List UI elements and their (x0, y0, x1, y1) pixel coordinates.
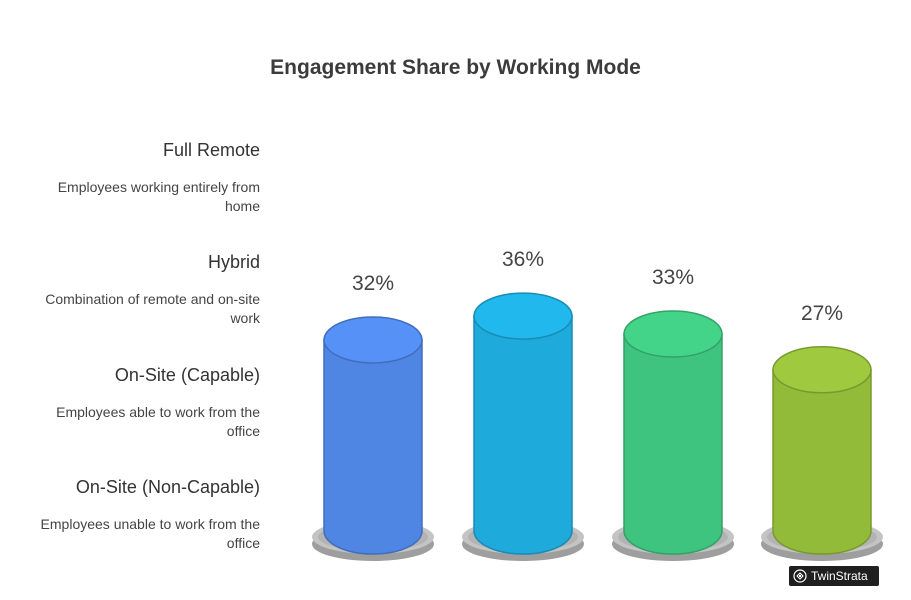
legend-description: Employees unable to work from the office (40, 516, 260, 551)
legend-item-on-site-capable: On-Site (Capable) Employees able to work… (20, 364, 260, 441)
bar-top (623, 310, 723, 358)
bar-body (623, 333, 723, 555)
value-label: 32% (352, 272, 394, 295)
value-label: 36% (502, 248, 544, 271)
chart-title: Engagement Share by Working Mode (270, 56, 641, 79)
legend-item-on-site-non-capable: On-Site (Non-Capable) Employees unable t… (20, 476, 260, 553)
legend-description: Combination of remote and on-site work (45, 291, 260, 326)
bar-body (323, 339, 423, 555)
legend-item-full-remote: Full Remote Employees working entirely f… (20, 139, 260, 216)
legend-label: Hybrid (207, 252, 260, 272)
legend-label: On-Site (Non-Capable) (75, 477, 260, 497)
bar-body (473, 315, 573, 555)
bar-top (473, 292, 573, 340)
legend-description: Employees able to work from the office (56, 404, 260, 439)
legend-description: Employees working entirely from home (57, 179, 260, 214)
bar-top (772, 346, 872, 394)
legend-label: On-Site (Capable) (114, 365, 260, 385)
brain-icon (793, 569, 807, 583)
brand-badge: TwinStrata (789, 566, 879, 586)
legend-item-hybrid: Hybrid Combination of remote and on-site… (20, 251, 260, 328)
bar-body (772, 369, 872, 555)
legend-label: Full Remote (162, 140, 260, 160)
bar-top (323, 316, 423, 364)
value-label: 27% (801, 302, 843, 325)
brand-name: TwinStrata (811, 569, 868, 583)
value-label: 33% (652, 266, 694, 289)
